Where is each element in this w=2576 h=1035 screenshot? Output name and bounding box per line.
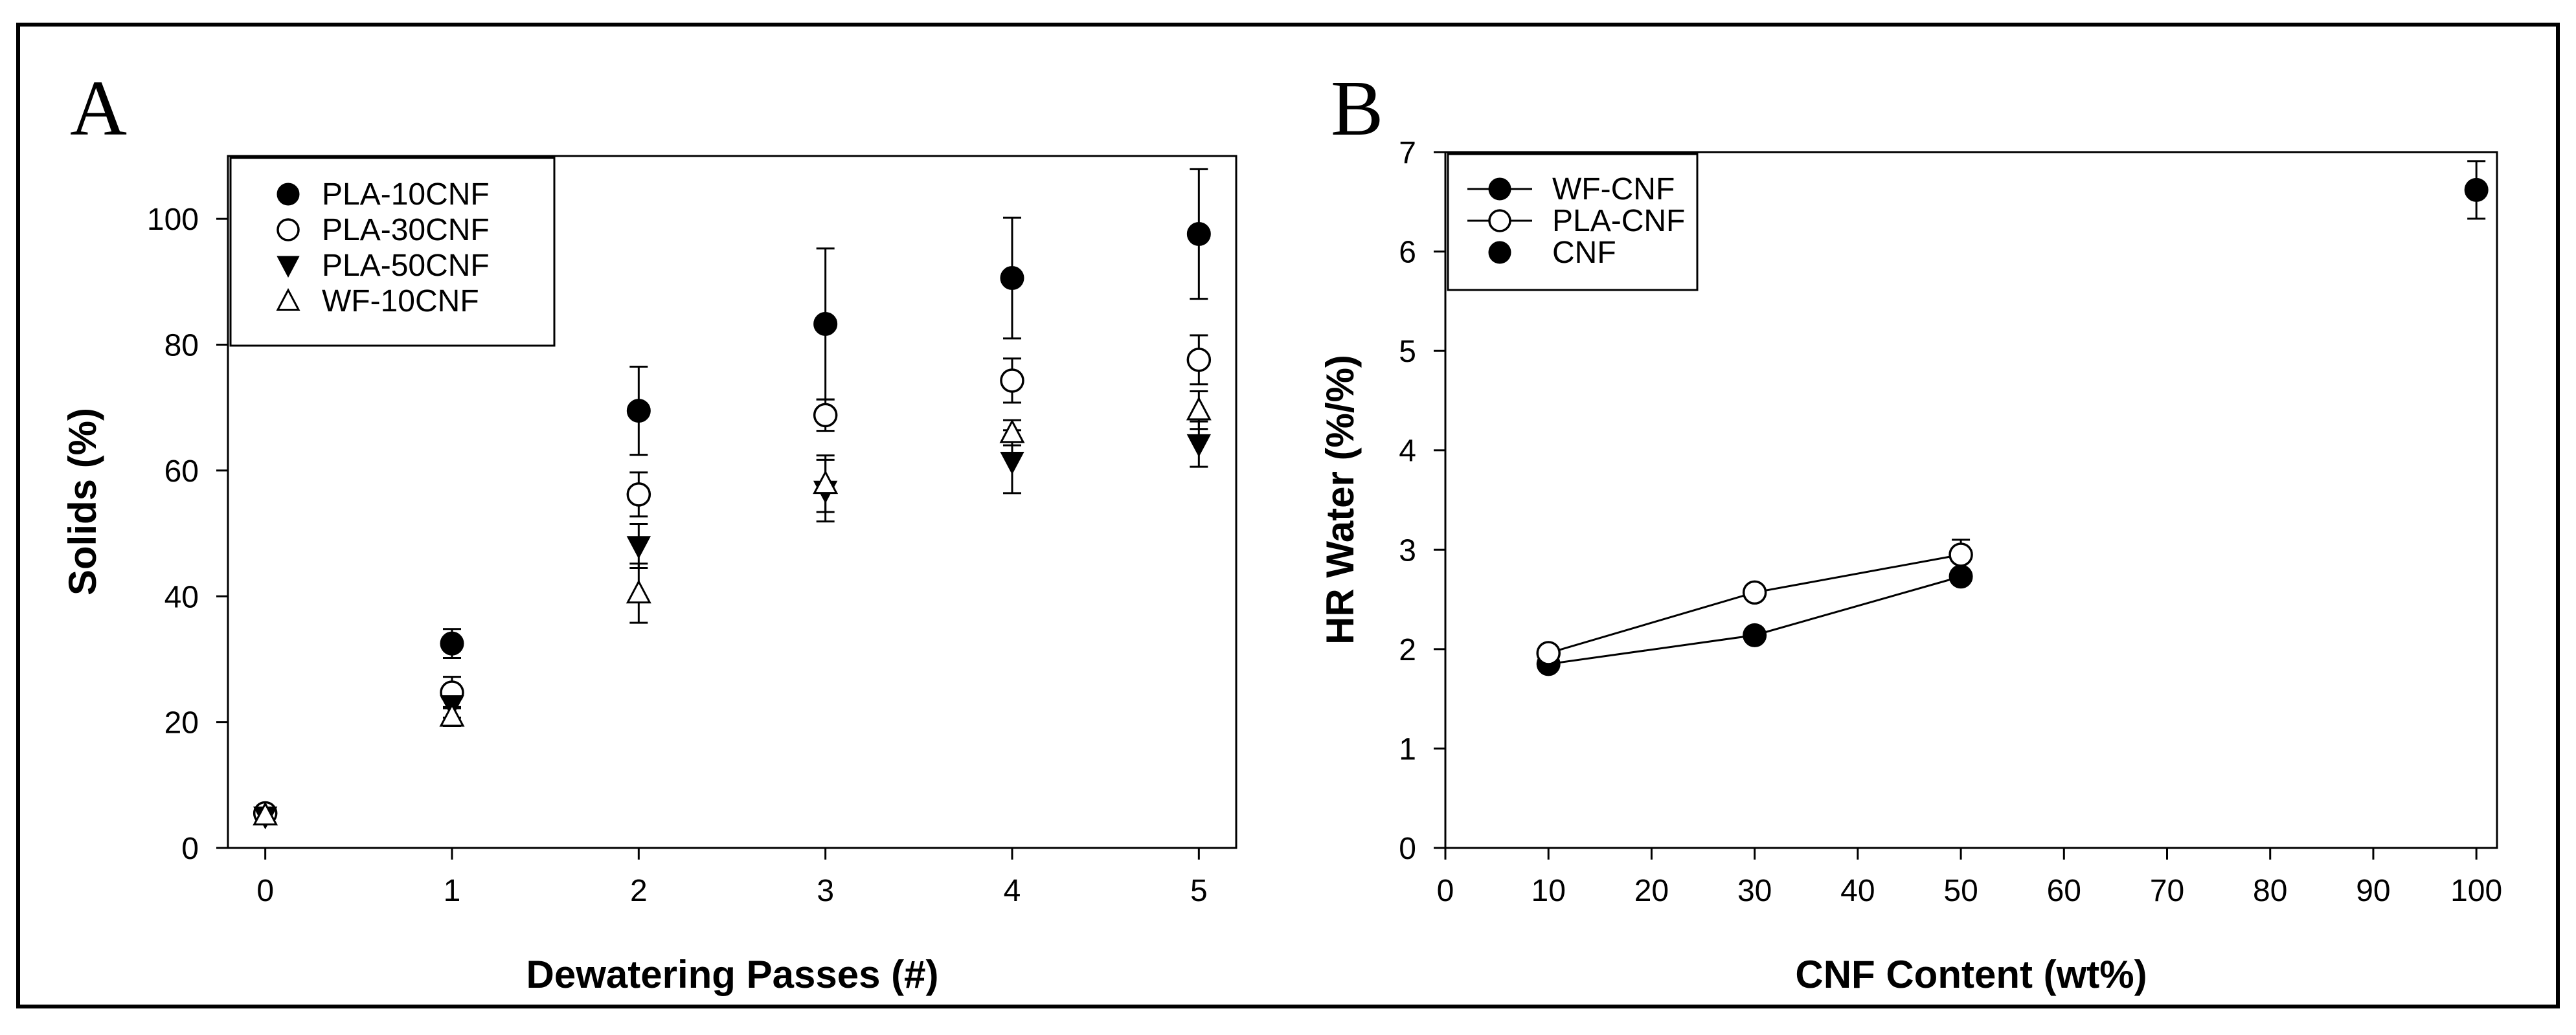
panel-a-point-wf-10cnf bbox=[253, 801, 278, 826]
panel-a-point-pla-10cnf bbox=[1186, 222, 1211, 247]
panel-b-y-axis-title: HR Water (%/%) bbox=[1318, 355, 1362, 645]
panel-a-legend-marker-pla-50cnf bbox=[277, 256, 300, 278]
panel-b-legend-label-pla-cnf: PLA-CNF bbox=[1552, 204, 1685, 238]
panel-b-legend-marker-wf-cnf bbox=[1488, 177, 1511, 201]
panel-a-x-tick-label: 1 bbox=[444, 874, 461, 908]
panel-b-x-tick-label: 60 bbox=[2047, 874, 2081, 908]
panel-a-point-pla-50cnf bbox=[1000, 452, 1024, 475]
panel-b-axes: 0 10 20 30 40 50 60 70 80 90 100 0 1 2 3 4 5 6 7 bbox=[1399, 136, 2502, 908]
panel-a-point-wf-10cnf bbox=[1186, 396, 1212, 421]
panel-b-legend-marker-pla-cnf bbox=[1488, 209, 1511, 232]
panel-b-point-wf-cnf bbox=[1949, 564, 1973, 589]
panel-a-x-tick-label: 5 bbox=[1190, 874, 1208, 908]
panel-b-y-tick-label: 5 bbox=[1399, 335, 1416, 369]
panel-a-point-wf-10cnf bbox=[813, 470, 839, 495]
panel-a-point-wf-10cnf bbox=[626, 579, 651, 604]
panel-a-y-axis-title: Solids (%) bbox=[61, 408, 104, 595]
panel-b-legend-label-cnf: CNF bbox=[1552, 236, 1616, 270]
panel-a-point-pla-10cnf bbox=[440, 631, 464, 656]
panel-b-y-tick-label: 7 bbox=[1399, 136, 1416, 170]
panel-b-x-tick-label: 70 bbox=[2150, 874, 2184, 908]
panel-a-point-pla-50cnf bbox=[626, 536, 651, 559]
panel-b-x-tick-label: 10 bbox=[1531, 874, 1566, 908]
panel-b-x-tick-label: 100 bbox=[2450, 874, 2502, 908]
panel-b-x-tick-label: 0 bbox=[1437, 874, 1454, 908]
panel-a-legend-label-wf-10cnf: WF-10CNF bbox=[322, 284, 479, 318]
panel-a-y-tick-label: 80 bbox=[164, 329, 199, 363]
panel-a-x-axis-title: Dewatering Passes (#) bbox=[526, 953, 939, 996]
panel-b-y-tick-label: 3 bbox=[1399, 533, 1416, 568]
panel-a-letter: A bbox=[70, 65, 127, 152]
panel-b-x-tick-label: 80 bbox=[2253, 874, 2287, 908]
panel-a-legend-label-pla-50cnf: PLA-50CNF bbox=[322, 249, 490, 283]
panel-b-y-tick-label: 1 bbox=[1399, 732, 1416, 766]
panel-a-y-tick-label: 100 bbox=[147, 203, 199, 237]
panel-a-y-tick-label: 60 bbox=[164, 454, 199, 489]
panel-a-x-tick-label: 2 bbox=[630, 874, 648, 908]
panel-b-y-tick-label: 4 bbox=[1399, 434, 1416, 469]
panel-a-x-tick-label: 0 bbox=[256, 874, 274, 908]
panel-b-chart: B 0 10 20 30 40 50 60 70 80 90 100 0 1 2 3 4 5 6 7 CNF Con… bbox=[1318, 65, 2502, 996]
panel-a-legend-marker-wf-10cnf bbox=[276, 287, 300, 311]
panel-b-legend-label-wf-cnf: WF-CNF bbox=[1552, 172, 1675, 206]
panel-b-x-tick-label: 30 bbox=[1737, 874, 1772, 908]
panel-b-marks bbox=[1536, 160, 2489, 676]
panel-b-point-pla-cnf bbox=[1742, 580, 1767, 605]
panel-a-point-pla-30cnf bbox=[626, 482, 651, 507]
panel-b-x-tick-label: 20 bbox=[1634, 874, 1669, 908]
panel-a-marks bbox=[253, 168, 1212, 830]
panel-a-chart: A 0 1 2 3 4 5 0 20 40 60 80 100 Dewatering Passes (… bbox=[61, 65, 1237, 996]
panel-b-point-wf-cnf bbox=[1743, 623, 1767, 647]
panel-b-y-tick-label: 6 bbox=[1399, 236, 1416, 270]
panel-a-point-pla-30cnf bbox=[1000, 368, 1024, 393]
panel-a-y-tick-label: 20 bbox=[164, 706, 199, 740]
panel-a-y-tick-label: 0 bbox=[181, 832, 199, 866]
panel-b-letter: B bbox=[1331, 65, 1383, 152]
panel-b-y-tick-label: 0 bbox=[1399, 832, 1416, 866]
panel-a-point-wf-10cnf bbox=[999, 419, 1025, 443]
panel-a-x-tick-label: 4 bbox=[1004, 874, 1021, 908]
panel-b-legend-marker-cnf bbox=[1488, 241, 1511, 264]
panel-b-point-cnf bbox=[2464, 177, 2489, 202]
panel-b-x-axis-title: CNF Content (wt%) bbox=[1795, 953, 2147, 996]
panel-a-point-pla-10cnf bbox=[626, 399, 651, 423]
panel-b-plot-frame bbox=[1444, 151, 2498, 849]
panel-b-point-pla-cnf bbox=[1536, 641, 1561, 665]
panel-a-legend-marker-pla-30cnf bbox=[277, 218, 300, 241]
panel-a-point-pla-30cnf bbox=[1186, 348, 1212, 372]
panel-a-legend-label-pla-30cnf: PLA-30CNF bbox=[322, 213, 490, 247]
panel-a-point-pla-30cnf bbox=[813, 403, 838, 428]
panel-a-plot-frame bbox=[227, 155, 1237, 849]
panel-a-point-pla-10cnf bbox=[1000, 266, 1024, 291]
panel-b-x-tick-label: 90 bbox=[2356, 874, 2390, 908]
panel-b-x-tick-label: 40 bbox=[1840, 874, 1875, 908]
panel-a-x-tick-label: 3 bbox=[817, 874, 834, 908]
panel-a-point-pla-50cnf bbox=[1186, 434, 1211, 458]
panel-b-point-pla-cnf bbox=[1949, 542, 1973, 567]
panel-a-axes: 0 1 2 3 4 5 0 20 40 60 80 100 bbox=[147, 203, 1208, 908]
panel-a-point-wf-10cnf bbox=[439, 702, 465, 727]
panel-a-legend-marker-pla-10cnf bbox=[277, 183, 300, 206]
panel-b-y-tick-label: 2 bbox=[1399, 633, 1416, 667]
panel-a-y-tick-label: 40 bbox=[164, 580, 199, 614]
panel-b-x-tick-label: 50 bbox=[1943, 874, 1978, 908]
panel-a-point-pla-10cnf bbox=[813, 311, 838, 336]
panel-a-legend-label-pla-10cnf: PLA-10CNF bbox=[322, 177, 490, 212]
